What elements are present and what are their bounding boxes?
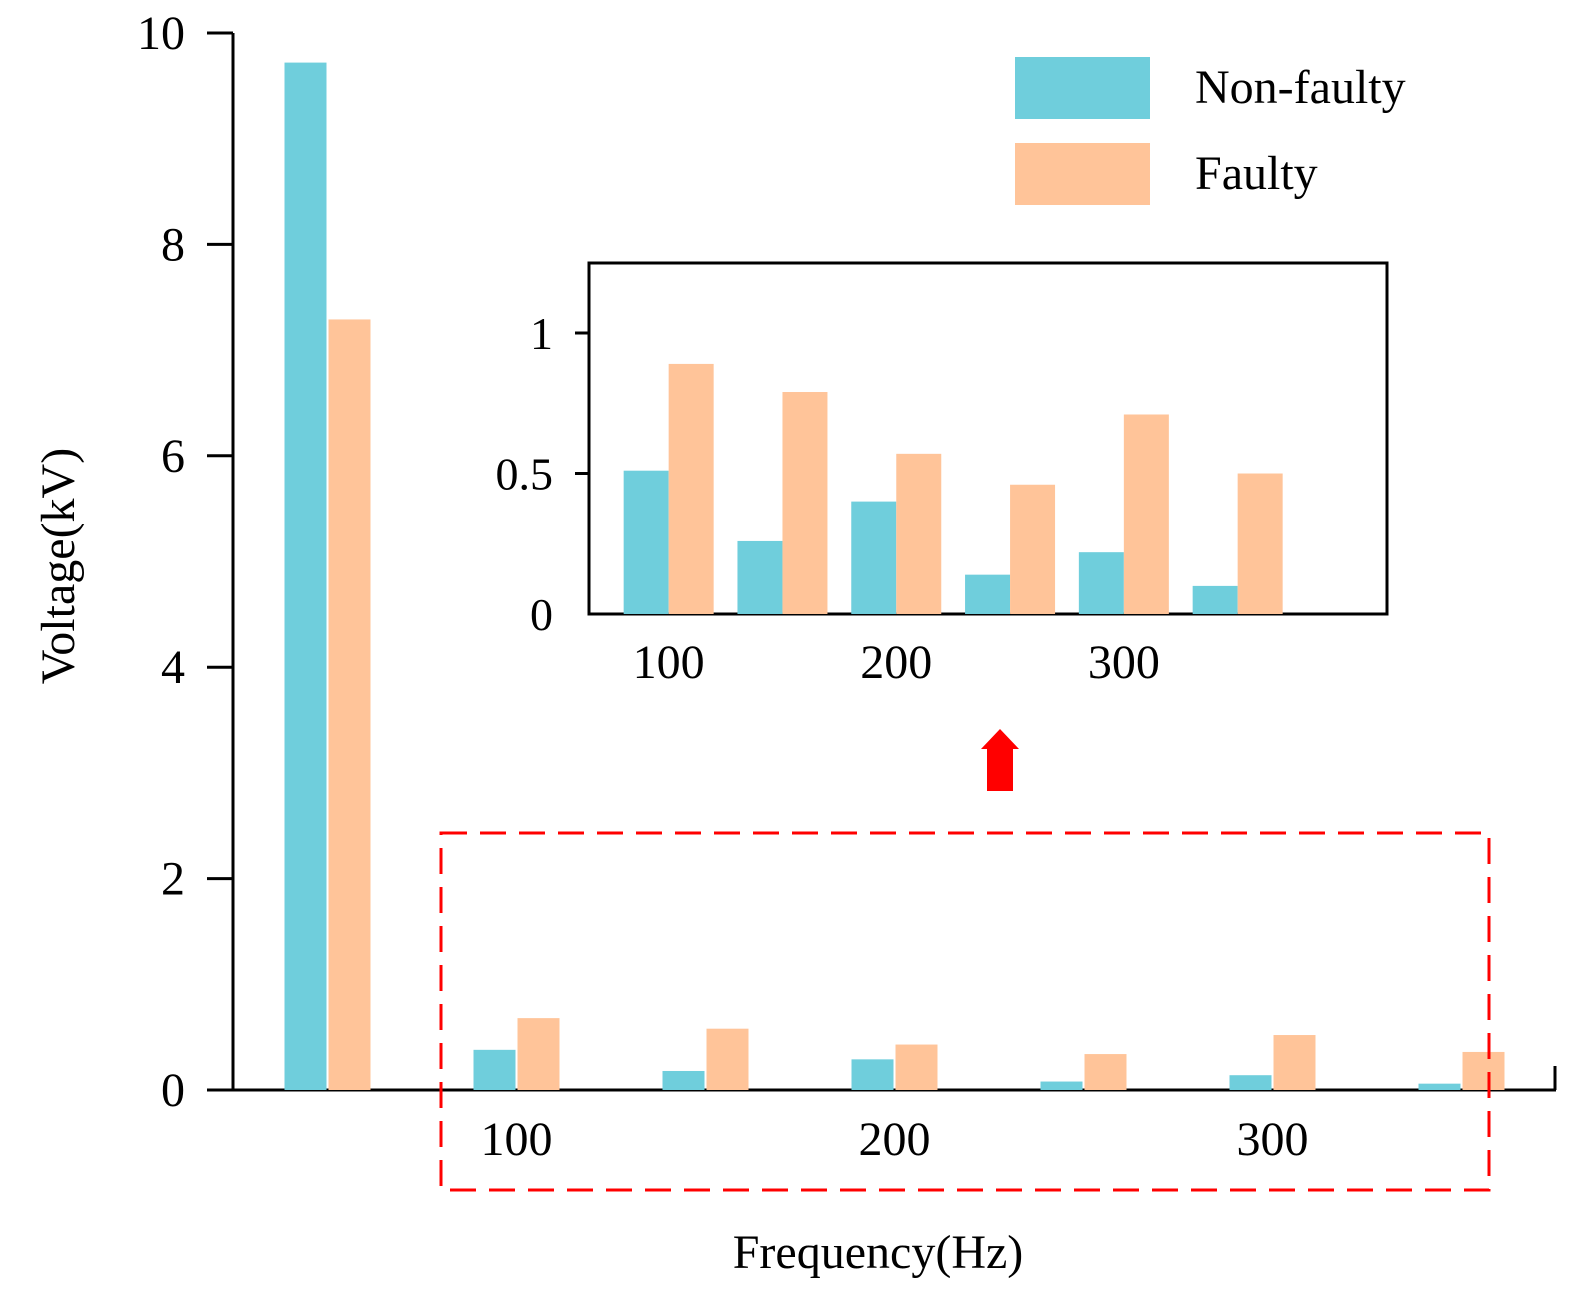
inset-y-tick-label: 0 <box>530 589 553 640</box>
y-tick-label: 8 <box>161 218 185 271</box>
legend-label-faulty: Faulty <box>1195 147 1318 200</box>
y-axis-label: Voltage(kV) <box>32 448 85 684</box>
bar-non-faulty-200hz <box>851 1059 894 1090</box>
bar-faulty-100hz <box>517 1018 560 1090</box>
inset-bar-non-faulty-350hz <box>1192 585 1238 614</box>
bar-faulty-50hz <box>328 319 371 1090</box>
bar-faulty-300hz <box>1273 1035 1316 1090</box>
y-tick-label: 4 <box>161 641 185 694</box>
y-tick-label: 10 <box>137 7 185 60</box>
inset-bar-non-faulty-250hz <box>965 574 1011 614</box>
inset-bar-faulty-150hz <box>782 392 828 614</box>
bar-faulty-200hz <box>895 1044 938 1090</box>
x-tick-label: 100 <box>481 1113 553 1166</box>
legend-swatch-faulty <box>1015 143 1150 205</box>
y-tick-label: 2 <box>161 853 185 906</box>
inset-bar-faulty-250hz <box>1010 484 1056 614</box>
legend: Non-faulty Faulty <box>1015 57 1406 205</box>
x-tick-label: 300 <box>1237 1113 1309 1166</box>
inset-bar-non-faulty-100hz <box>623 470 669 614</box>
bar-non-faulty-350hz <box>1418 1083 1461 1090</box>
inset-plot: 0 0.5 1 100 200 300 <box>496 261 1389 689</box>
bar-faulty-150hz <box>706 1028 749 1090</box>
inset-bar-faulty-350hz <box>1237 473 1283 614</box>
bar-non-faulty-100hz <box>473 1049 516 1090</box>
bar-non-faulty-150hz <box>662 1070 705 1090</box>
zoom-region-box <box>439 831 1491 1192</box>
inset-bar-faulty-200hz <box>896 453 942 614</box>
legend-swatch-non-faulty <box>1015 57 1150 119</box>
inset-x-tick-label: 100 <box>633 636 705 689</box>
x-axis-label: Frequency(Hz) <box>733 1226 1024 1279</box>
bar-non-faulty-50hz <box>284 62 327 1091</box>
inset-x-tick-label: 200 <box>860 636 932 689</box>
x-tick-label: 200 <box>859 1113 931 1166</box>
inset-x-tick-label: 300 <box>1088 636 1160 689</box>
bar-non-faulty-300hz <box>1229 1075 1272 1090</box>
y-tick-label: 6 <box>161 430 185 483</box>
bar-faulty-250hz <box>1084 1054 1127 1090</box>
inset-bar-faulty-100hz <box>668 363 714 614</box>
zoom-arrow-icon <box>981 729 1019 791</box>
inset-y-tick-label: 0.5 <box>496 449 554 500</box>
bar-faulty-350hz <box>1462 1051 1505 1090</box>
y-tick-label: 0 <box>161 1064 185 1117</box>
bar-non-faulty-250hz <box>1040 1081 1083 1090</box>
inset-bar-non-faulty-200hz <box>851 501 897 614</box>
inset-bar-non-faulty-300hz <box>1078 552 1124 614</box>
legend-label-non-faulty: Non-faulty <box>1195 61 1406 114</box>
inset-bar-non-faulty-150hz <box>737 540 783 614</box>
inset-y-tick-label: 1 <box>530 308 553 359</box>
inset-bar-faulty-300hz <box>1123 414 1169 614</box>
